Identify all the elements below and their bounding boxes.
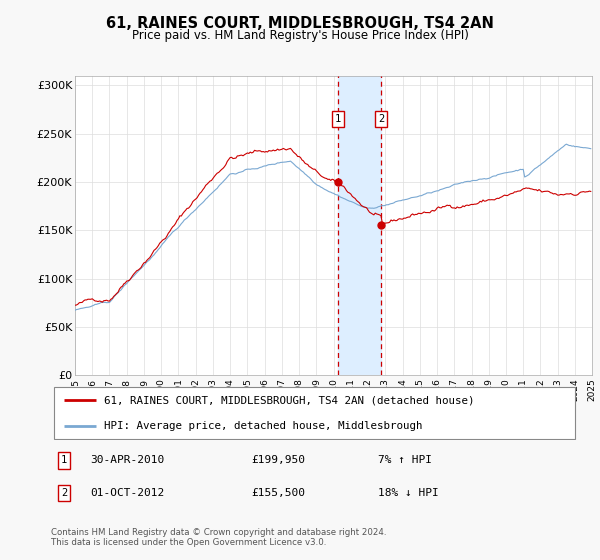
Text: 1: 1 <box>61 455 67 465</box>
Text: Contains HM Land Registry data © Crown copyright and database right 2024.
This d: Contains HM Land Registry data © Crown c… <box>51 528 386 547</box>
Text: 61, RAINES COURT, MIDDLESBROUGH, TS4 2AN: 61, RAINES COURT, MIDDLESBROUGH, TS4 2AN <box>106 16 494 31</box>
Text: Price paid vs. HM Land Registry's House Price Index (HPI): Price paid vs. HM Land Registry's House … <box>131 29 469 42</box>
Text: 18% ↓ HPI: 18% ↓ HPI <box>379 488 439 498</box>
Bar <box>338 76 381 375</box>
Text: 1: 1 <box>335 114 341 124</box>
Text: 61, RAINES COURT, MIDDLESBROUGH, TS4 2AN (detached house): 61, RAINES COURT, MIDDLESBROUGH, TS4 2AN… <box>104 395 475 405</box>
Text: £199,950: £199,950 <box>251 455 305 465</box>
Text: £155,500: £155,500 <box>251 488 305 498</box>
FancyBboxPatch shape <box>53 388 575 438</box>
Text: 7% ↑ HPI: 7% ↑ HPI <box>379 455 433 465</box>
Text: 01-OCT-2012: 01-OCT-2012 <box>91 488 165 498</box>
Text: HPI: Average price, detached house, Middlesbrough: HPI: Average price, detached house, Midd… <box>104 421 422 431</box>
Text: 30-APR-2010: 30-APR-2010 <box>91 455 165 465</box>
Text: 2: 2 <box>61 488 67 498</box>
Text: 2: 2 <box>378 114 384 124</box>
